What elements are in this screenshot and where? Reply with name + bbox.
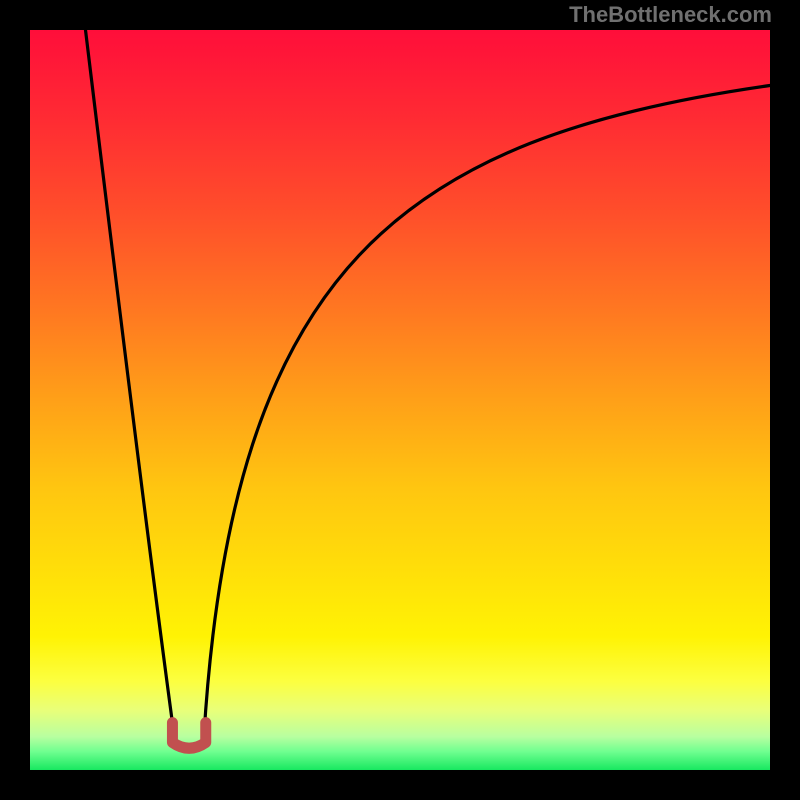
plot-area	[30, 30, 770, 770]
figure-container: TheBottleneck.com	[0, 0, 800, 800]
watermark-text: TheBottleneck.com	[569, 2, 772, 28]
plot-svg	[30, 30, 770, 770]
gradient-background	[30, 30, 770, 770]
